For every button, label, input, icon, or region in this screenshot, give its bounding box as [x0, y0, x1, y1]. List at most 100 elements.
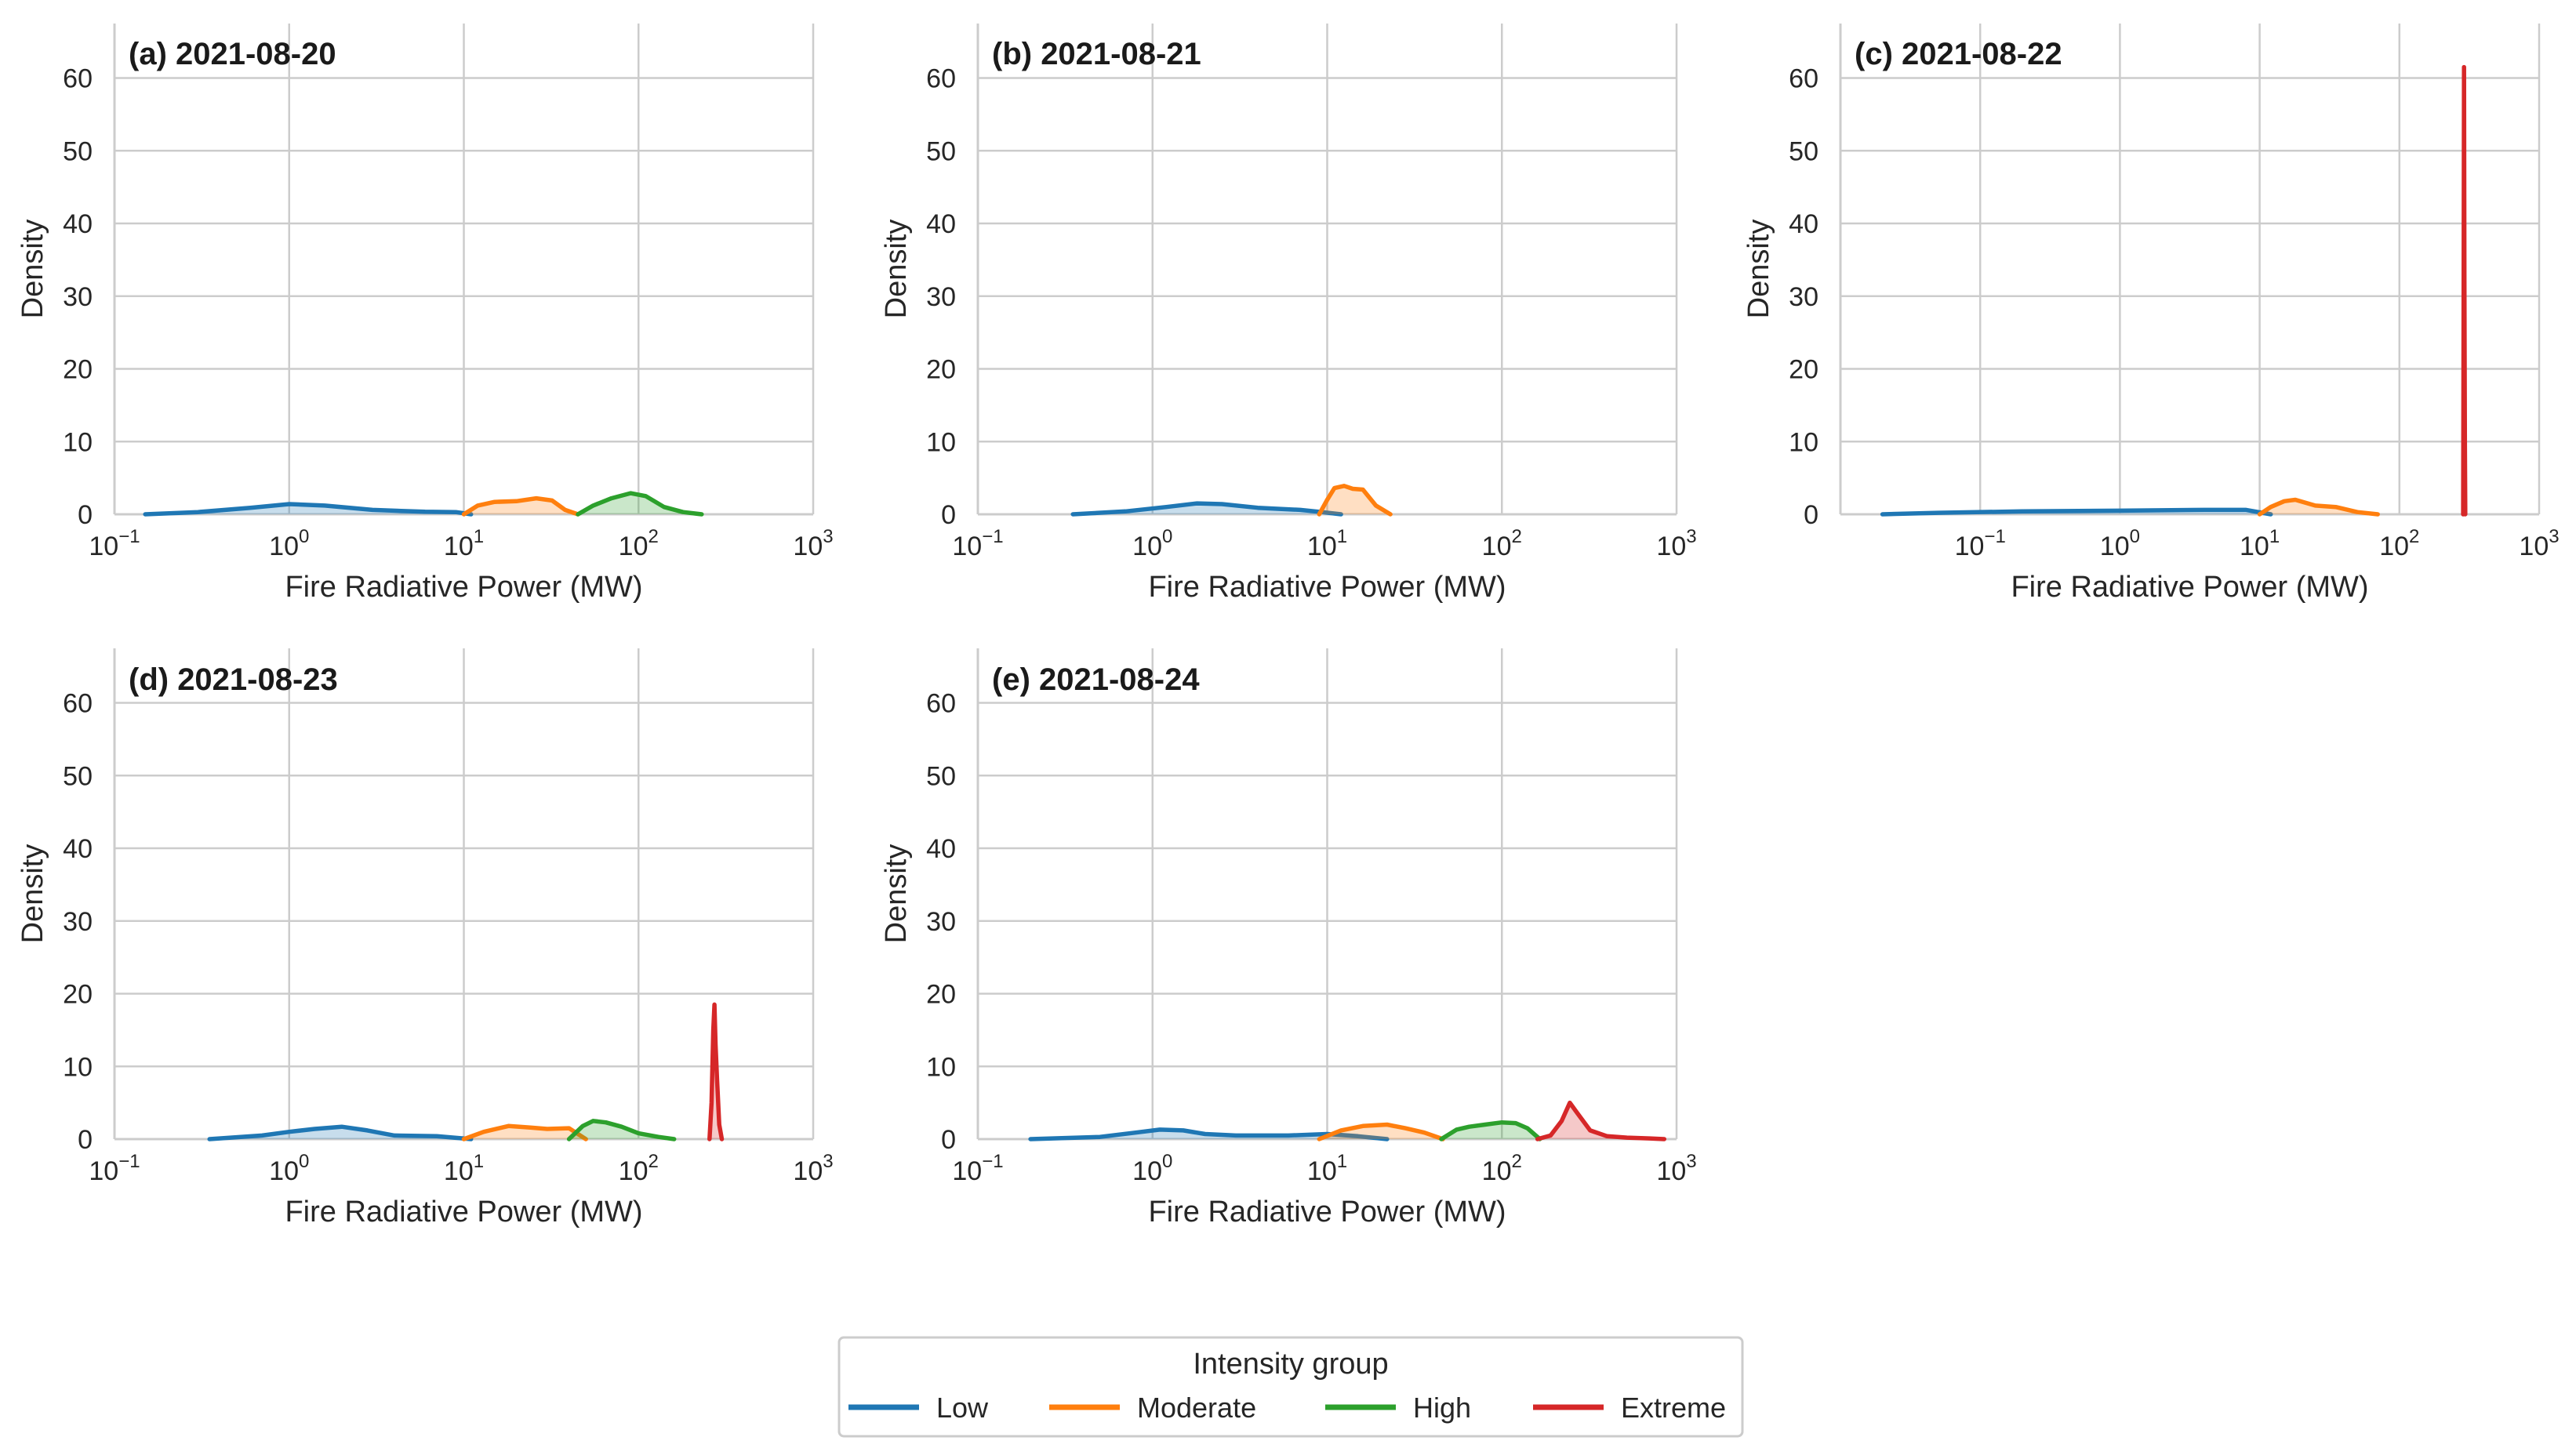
density-line-low	[143, 502, 474, 517]
panel-title: (d) 2021-08-23	[129, 662, 338, 697]
y-tick-label: 60	[926, 64, 956, 94]
density-line-moderate	[1317, 1122, 1445, 1141]
x-tick-label: 102	[1482, 1151, 1522, 1186]
x-tick-label: 10−1	[89, 1151, 140, 1186]
x-tick-label: 101	[444, 1151, 484, 1186]
x-tick-label: 10−1	[952, 526, 1003, 561]
density-fill-high	[1441, 1122, 1540, 1139]
grid	[1840, 24, 2541, 516]
x-tick-label: 10−1	[952, 1151, 1003, 1186]
x-tick-label: 102	[1482, 526, 1522, 561]
density-line-moderate	[461, 495, 580, 517]
legend-title: Intensity group	[1193, 1348, 1388, 1381]
y-tick-label: 50	[926, 136, 956, 166]
panel-5: 0 10 20 30 40 50 60 10−1 100 101 102 103 Fire Radiat…	[880, 648, 1697, 1228]
x-tick-label: 101	[2240, 526, 2280, 561]
y-tick-label: 50	[63, 761, 93, 791]
y-tick-label: 50	[926, 761, 956, 791]
y-tick-label: 40	[1789, 209, 1818, 239]
y-tick-label: 30	[63, 907, 93, 937]
y-tick-label: 40	[63, 209, 93, 239]
y-tick-label: 20	[63, 355, 93, 385]
y-tick-label: 20	[926, 355, 956, 385]
density-line-low	[1070, 501, 1343, 517]
density-fill-moderate	[1319, 485, 1391, 514]
legend-label-high: High	[1413, 1392, 1471, 1424]
density-line-low	[207, 1124, 474, 1141]
y-tick-label: 60	[63, 64, 93, 94]
x-axis-label: Fire Radiative Power (MW)	[1148, 571, 1506, 604]
panel-title: (a) 2021-08-20	[129, 37, 336, 71]
x-tick-label: 103	[793, 526, 833, 561]
density-line-moderate	[1317, 484, 1393, 517]
y-tick-label: 30	[926, 907, 956, 937]
panel-title: (b) 2021-08-21	[992, 37, 1201, 71]
y-axis-label: Density	[16, 844, 49, 944]
y-tick-label: 40	[926, 209, 956, 239]
y-tick-label: 0	[78, 500, 93, 530]
y-tick-label: 40	[926, 834, 956, 864]
x-tick-label: 100	[1132, 1151, 1172, 1186]
y-tick-label: 20	[1789, 355, 1818, 385]
panel-1: 0 10 20 30 40 50 60 10−1 100 101 102 103 Fire Radiat…	[16, 24, 834, 604]
density-line-moderate	[461, 1123, 588, 1141]
x-tick-label: 103	[793, 1151, 833, 1186]
legend-frame	[837, 1336, 1744, 1438]
x-tick-label: 102	[2379, 526, 2419, 561]
density-line-low	[1028, 1127, 1390, 1141]
x-axis-label: Fire Radiative Power (MW)	[285, 1196, 642, 1228]
panel-2: 0 10 20 30 40 50 60 10−1 100 101 102 103 Fire Radiat…	[880, 24, 1697, 604]
x-tick-label: 100	[269, 1151, 309, 1186]
y-tick-label: 10	[63, 427, 93, 457]
legend-label-moderate: Moderate	[1137, 1392, 1256, 1424]
panel-3: 0 10 20 30 40 50 60 10−1 100 101 102 103 Fire Radiat…	[1742, 24, 2560, 604]
y-tick-label: 30	[1789, 282, 1818, 312]
density-fill-extreme	[1537, 1102, 1665, 1139]
y-tick-label: 0	[941, 1125, 956, 1155]
x-tick-label: 101	[1307, 1151, 1347, 1186]
density-line-high	[1439, 1120, 1542, 1141]
grid	[113, 24, 815, 516]
legend-label-low: Low	[936, 1392, 989, 1424]
y-tick-label: 0	[1804, 500, 1818, 530]
panel-title: (e) 2021-08-24	[992, 662, 1200, 697]
x-tick-label: 100	[2100, 526, 2140, 561]
density-fill-high	[569, 1120, 674, 1139]
y-axis-label: Density	[880, 844, 913, 944]
y-tick-label: 50	[63, 136, 93, 166]
x-tick-label: 102	[619, 1151, 659, 1186]
y-tick-label: 40	[63, 834, 93, 864]
x-tick-label: 103	[2519, 526, 2559, 561]
legend: Intensity group Low Moderate High Extreme	[837, 1336, 1744, 1438]
x-tick-label: 100	[1132, 526, 1172, 561]
y-tick-label: 10	[63, 1052, 93, 1082]
density-line-extreme	[1535, 1100, 1667, 1141]
y-tick-label: 60	[926, 689, 956, 719]
y-tick-label: 60	[1789, 64, 1818, 94]
y-tick-label: 30	[63, 282, 93, 312]
density-line-extreme	[2461, 64, 2468, 517]
y-tick-label: 10	[1789, 427, 1818, 457]
y-axis-label: Density	[1742, 220, 1775, 319]
y-tick-label: 0	[78, 1125, 93, 1155]
y-tick-label: 0	[941, 500, 956, 530]
density-line-high	[566, 1119, 677, 1141]
y-tick-label: 10	[926, 427, 956, 457]
legend-entries: Low Moderate High Extreme	[848, 1392, 1726, 1424]
density-line-low	[1880, 507, 2273, 517]
x-tick-label: 10−1	[1955, 526, 2006, 561]
density-line-high	[576, 491, 704, 517]
x-tick-label: 103	[1656, 526, 1696, 561]
density-line-moderate	[2257, 497, 2380, 517]
y-tick-label: 50	[1789, 136, 1818, 166]
y-tick-label: 20	[926, 980, 956, 1010]
x-tick-label: 102	[619, 526, 659, 561]
y-tick-label: 10	[926, 1052, 956, 1082]
density-line-extreme	[707, 1002, 725, 1141]
x-tick-label: 101	[444, 526, 484, 561]
grid	[976, 24, 1678, 516]
x-axis-label: Fire Radiative Power (MW)	[285, 571, 642, 604]
panel-4: 0 10 20 30 40 50 60 10−1 100 101 102 103 Fire Radiat…	[16, 648, 834, 1228]
